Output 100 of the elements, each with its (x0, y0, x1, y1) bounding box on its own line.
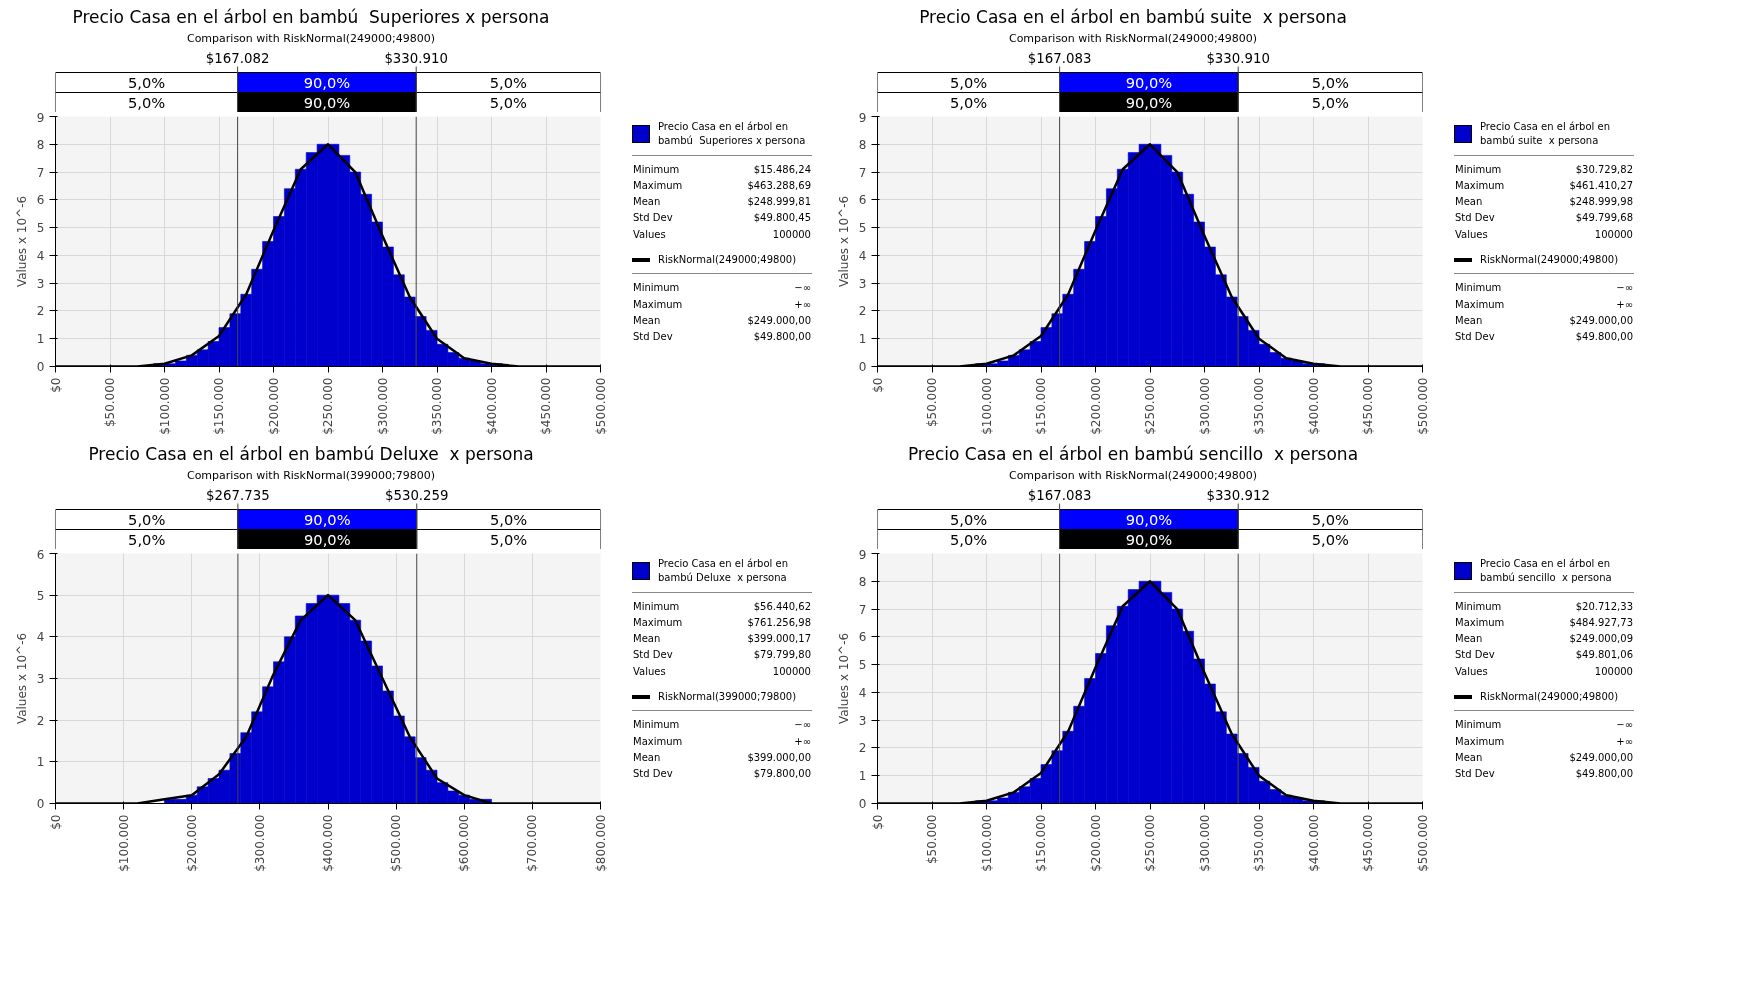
text: 90,0% (303, 94, 351, 111)
text: 5,0% (1311, 531, 1350, 548)
x-tick-label: $300.000 (375, 377, 390, 435)
x-tick-label: $0 (48, 377, 63, 393)
y-tick-label: 9 (858, 110, 867, 125)
text: 5,0% (949, 94, 988, 111)
x-tick-label: $700.000 (525, 814, 540, 872)
text: $79.799,80 (752, 648, 812, 663)
x-tick-label: $500.000 (593, 377, 608, 435)
y-tick-label: 5 (36, 221, 45, 236)
text: 5,0% (1311, 511, 1350, 528)
x-tick-label: $100.000 (157, 377, 172, 435)
text: 5,0% (128, 511, 166, 528)
text: 5,0% (490, 511, 528, 528)
x-tick-label: $200.000 (1088, 377, 1103, 435)
text: Maximum (632, 734, 684, 749)
text: $248.999,98 (1568, 195, 1634, 210)
text: 5,0% (949, 511, 988, 528)
x-tick-label: $200.000 (184, 814, 199, 872)
text: $15.486,24 (752, 162, 812, 177)
text: Minimum (1454, 281, 1503, 296)
text: Std Dev (1454, 767, 1496, 782)
text: $49.800,00 (1574, 330, 1634, 345)
ref-line-label: $530.259 (384, 487, 449, 503)
text: 100000 (1593, 227, 1634, 242)
chart-title: Precio Casa en el árbol en bambú Deluxe x persona (87, 443, 535, 466)
y-tick-label: 4 (858, 685, 867, 700)
legend-label: RiskNormal(249000;49800) (658, 252, 797, 267)
text: $30.729,82 (1574, 162, 1634, 177)
text: 90,0% (1125, 74, 1173, 91)
x-tick-label: $600.000 (457, 814, 472, 872)
ref-line-label: $330.912 (1206, 487, 1271, 503)
text: Mean (632, 195, 662, 210)
ref-line-label: $167.083 (1027, 50, 1092, 66)
x-tick-label: $50.000 (925, 814, 939, 865)
text: $249.000,09 (1568, 632, 1634, 647)
x-tick-label: $100.000 (116, 814, 131, 872)
chart-subtitle: Comparison with RiskNormal(249000;49800) (185, 31, 437, 47)
ref-line-label: $330.910 (1206, 50, 1270, 66)
text: Maximum (632, 178, 684, 193)
x-tick-label: $0 (48, 814, 63, 830)
text: Maximum (632, 615, 684, 630)
text: 90,0% (304, 511, 351, 528)
y-tick-label: 1 (36, 755, 45, 770)
y-tick-label: 6 (858, 193, 867, 208)
chart-subtitle: Comparison with RiskNormal(249000;49800) (1007, 31, 1259, 47)
ref-line-label: $167.083 (1027, 487, 1092, 503)
x-tick-label: $50.000 (103, 377, 117, 428)
y-tick-label: 3 (858, 713, 867, 728)
text: −∞ (793, 281, 812, 296)
text: Maximum (1454, 178, 1506, 193)
ref-line-label: $267.735 (206, 487, 270, 503)
y-tick-label: 6 (858, 630, 867, 645)
text: 5,0% (490, 531, 528, 548)
text: Values (1454, 664, 1489, 679)
text: Std Dev (632, 330, 674, 345)
text: 5,0% (1311, 74, 1350, 91)
text: 100000 (1593, 664, 1634, 679)
y-axis-title: Values x 10^-6 (836, 632, 851, 725)
y-tick-label: 2 (858, 741, 867, 756)
x-tick-label: $300.000 (1197, 377, 1212, 435)
text: $20.712,33 (1574, 599, 1634, 614)
text: 5,0% (949, 531, 988, 548)
x-tick-label: $250.000 (321, 377, 335, 435)
y-tick-label: 9 (858, 547, 867, 562)
text: Maximum (1454, 734, 1506, 749)
text: $463.288,69 (746, 178, 812, 193)
legend-label: Precio Casa en el árbol en bambú suite x persona (1480, 120, 1612, 149)
y-tick-label: 5 (858, 221, 867, 236)
y-tick-label: 5 (858, 658, 867, 673)
text: Maximum (1454, 615, 1506, 630)
text: $761.256,98 (746, 615, 812, 630)
text: +∞ (1615, 297, 1634, 312)
y-tick-label: 0 (858, 360, 867, 374)
text: Values (1454, 227, 1489, 242)
text: Minimum (632, 599, 681, 614)
text: +∞ (1615, 734, 1634, 749)
text: Mean (1454, 632, 1484, 647)
x-tick-label: $350.000 (430, 377, 444, 435)
text: 90,0% (303, 74, 351, 91)
y-tick-label: 2 (36, 713, 45, 728)
text: Maximum (632, 297, 684, 312)
x-tick-label: $150.000 (212, 377, 226, 435)
legend-label: RiskNormal(249000;49800) (1480, 252, 1619, 267)
y-axis-title: Values x 10^-6 (14, 195, 29, 288)
y-tick-label: 4 (36, 248, 45, 263)
chart-title: Precio Casa en el árbol en bambú sencillo x persona (906, 443, 1360, 466)
text: −∞ (1615, 718, 1634, 733)
text: Minimum (632, 281, 681, 296)
y-axis-title: Values x 10^-6 (14, 632, 29, 725)
y-tick-label: 7 (858, 165, 867, 180)
chart-title: Precio Casa en el árbol en bambú suite x persona (918, 6, 1348, 29)
text: Std Dev (1454, 211, 1496, 226)
text: +∞ (793, 297, 812, 312)
text: Maximum (1454, 297, 1506, 312)
ref-line-label: $167.082 (205, 50, 270, 66)
y-tick-label: 0 (36, 797, 45, 811)
text: +∞ (793, 734, 812, 749)
text: 90,0% (1125, 94, 1173, 111)
y-tick-label: 0 (36, 360, 45, 374)
